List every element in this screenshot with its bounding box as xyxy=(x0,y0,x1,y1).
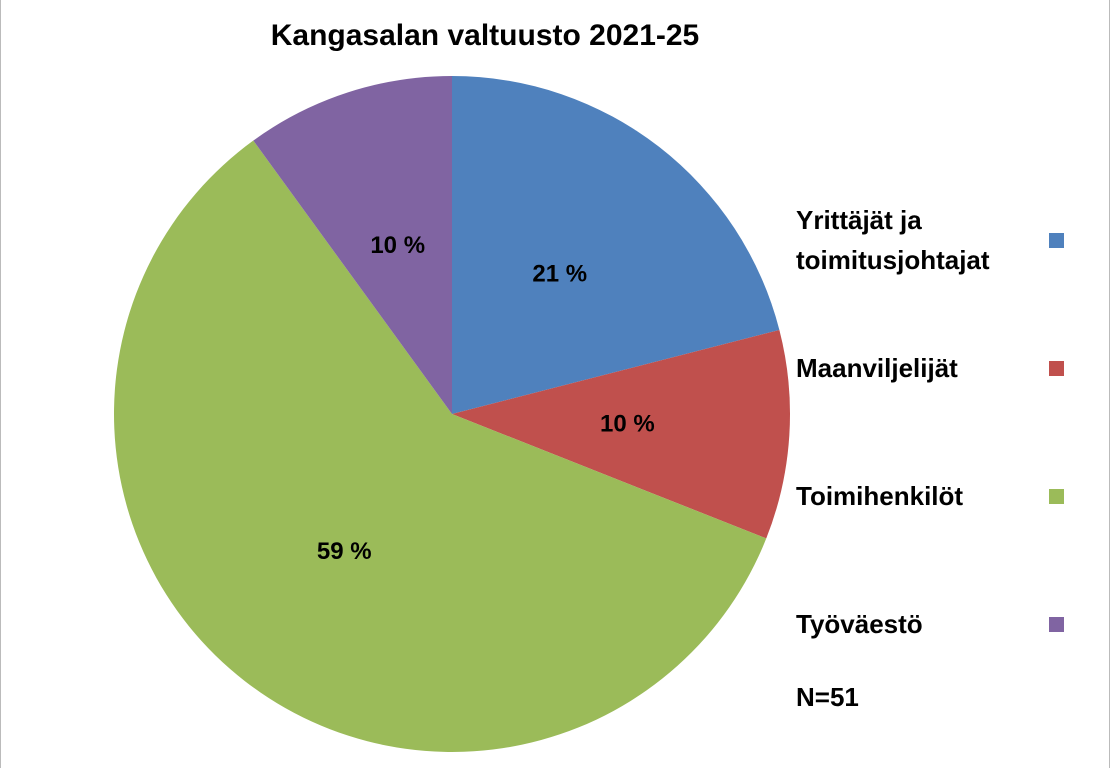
legend-swatch xyxy=(1049,360,1064,376)
data-label: 21 % xyxy=(532,260,587,287)
data-label: 10 % xyxy=(370,232,425,259)
data-label: 10 % xyxy=(600,410,655,437)
chart-title: Kangasalan valtuusto 2021-25 xyxy=(271,19,700,52)
data-label: 59 % xyxy=(317,538,372,565)
legend-entry: Toimihenkilöt xyxy=(796,476,1066,516)
pie-slice xyxy=(452,76,780,414)
pie-slice xyxy=(452,329,790,539)
pie-slice xyxy=(113,140,767,753)
annotation: N=51 xyxy=(796,682,859,712)
legend-entry: Työväestö xyxy=(796,604,1066,644)
legend-entry: Yrittäjät ja toimitusjohtajat xyxy=(796,200,1066,280)
pie-slice xyxy=(253,76,452,414)
legend-label: Työväestö xyxy=(796,609,923,639)
legend-label: Toimihenkilöt xyxy=(796,481,964,511)
legend-label: Yrittäjät ja toimitusjohtajat xyxy=(796,205,990,275)
legend-swatch xyxy=(1049,616,1064,632)
legend-swatch xyxy=(1049,232,1064,248)
legend-label: Maanviljelijät xyxy=(796,353,958,383)
legend-swatch xyxy=(1049,488,1064,504)
legend-entry: Maanviljelijät xyxy=(796,348,1066,388)
